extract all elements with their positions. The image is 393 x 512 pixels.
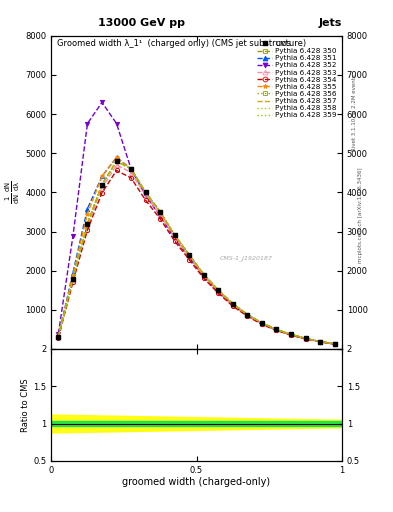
- Text: 13000 GeV pp: 13000 GeV pp: [98, 18, 185, 28]
- Text: Rivet 3.1.10, ≥ 2.2M events: Rivet 3.1.10, ≥ 2.2M events: [352, 74, 357, 151]
- Text: Groomed width λ_1¹  (charged only) (CMS jet substructure): Groomed width λ_1¹ (charged only) (CMS j…: [57, 39, 306, 48]
- Legend: CMS, Pythia 6.428 350, Pythia 6.428 351, Pythia 6.428 352, Pythia 6.428 353, Pyt: CMS, Pythia 6.428 350, Pythia 6.428 351,…: [255, 39, 338, 120]
- Text: CMS-1_J1920187: CMS-1_J1920187: [220, 255, 273, 261]
- Y-axis label: Ratio to CMS: Ratio to CMS: [21, 378, 30, 432]
- Y-axis label: $\mathregular{\frac{1}{\mathrm{d}N}\,\frac{\mathrm{d}N}{\mathrm{d}\lambda}}$: $\mathregular{\frac{1}{\mathrm{d}N}\,\fr…: [4, 181, 22, 204]
- X-axis label: groomed width (charged-only): groomed width (charged-only): [123, 477, 270, 487]
- Text: Jets: Jets: [319, 18, 342, 28]
- Text: mcplots.cern.ch [arXiv:1306.3436]: mcplots.cern.ch [arXiv:1306.3436]: [358, 167, 363, 263]
